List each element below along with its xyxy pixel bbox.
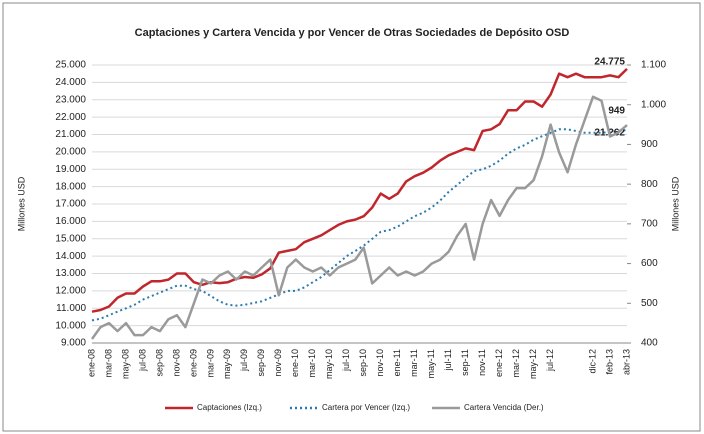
series-line: [91, 128, 628, 322]
legend-label: Captaciones (Izq.): [197, 403, 262, 412]
x-tick-label: may-09: [222, 349, 232, 379]
y2-tick-label: 700: [641, 218, 658, 229]
y-tick-label: 16.000: [55, 216, 86, 227]
x-tick-label: jul-10: [341, 349, 351, 372]
y2-tick-label: 600: [641, 258, 658, 269]
y2-tick-label: 400: [641, 338, 658, 349]
y-tick-label: 14.000: [55, 251, 86, 262]
x-tick-label: ene-08: [86, 349, 96, 377]
x-tick-label: nov-10: [375, 349, 385, 377]
x-tick-label: nov-09: [273, 349, 283, 377]
y-tick-label: 23.000: [55, 94, 86, 105]
x-tick-label: mar-08: [103, 349, 113, 378]
y2-tick-label: 1.000: [641, 99, 666, 110]
legend-label: Cartera Vencida (Der.): [464, 403, 544, 412]
x-tick-label: may-10: [324, 349, 334, 379]
x-tick-label: ene-09: [188, 349, 198, 377]
x-tick-label: may-12: [528, 349, 538, 379]
x-tick-label: nov-08: [171, 349, 181, 377]
y2-tick-label: 800: [641, 179, 658, 190]
y-tick-label: 18.000: [55, 181, 86, 192]
y2-tick-label: 1.100: [641, 60, 666, 71]
data-label: 949: [608, 106, 625, 117]
legend-label: Cartera por Vencer (Izq.): [322, 403, 410, 412]
y-tick-label: 24.000: [55, 77, 86, 88]
x-tick-label: dic-12: [587, 349, 597, 374]
y-tick-label: 19.000: [55, 164, 86, 175]
x-tick-label: mar-11: [409, 349, 419, 377]
y-tick-label: 20.000: [55, 147, 86, 158]
x-tick-label: ene-10: [290, 349, 300, 377]
y-tick-label: 11.000: [56, 303, 86, 314]
y-tick-label: 9.000: [61, 338, 86, 349]
x-tick-label: jul-08: [137, 349, 147, 372]
x-tick-label: may-11: [426, 349, 436, 378]
x-tick-label: sep-09: [256, 349, 266, 377]
y-tick-label: 15.000: [55, 233, 86, 244]
x-tick-label: sep-11: [460, 349, 470, 376]
x-tick-label: ene-11: [392, 349, 402, 376]
y-tick-label: 22.000: [55, 112, 86, 123]
y-tick-label: 12.000: [55, 286, 86, 297]
x-tick-label: mar-10: [307, 349, 317, 378]
y-tick-label: 17.000: [55, 199, 86, 210]
y-tick-label: 25.000: [55, 60, 86, 71]
y-tick-label: 10.000: [55, 320, 86, 331]
x-tick-label: jul-12: [545, 349, 555, 372]
x-tick-label: nov-11: [477, 349, 487, 376]
x-tick-label: abr-13: [621, 349, 631, 375]
y-tick-label: 21.000: [55, 129, 86, 140]
y2-tick-label: 900: [641, 139, 658, 150]
series-line: [90, 95, 628, 340]
series-line: [91, 68, 628, 313]
x-tick-label: ene-12: [494, 349, 504, 377]
x-tick-label: mar-12: [511, 349, 521, 378]
x-tick-label: jul-09: [239, 349, 249, 372]
x-tick-label: jul-11: [443, 349, 453, 371]
x-tick-label: may-08: [120, 349, 130, 379]
x-tick-label: sep-08: [154, 349, 164, 377]
x-tick-label: mar-09: [205, 349, 215, 378]
y2-axis-label: Millones USD: [670, 176, 680, 231]
y-tick-label: 13.000: [55, 268, 86, 279]
x-tick-label: sep-10: [358, 349, 368, 377]
x-tick-label: feb-13: [604, 349, 614, 375]
y-axis-label: Millones USD: [16, 176, 26, 231]
data-label: 24.775: [594, 57, 625, 68]
chart-title: Captaciones y Cartera Vencida y por Venc…: [135, 27, 570, 39]
y2-tick-label: 500: [641, 298, 658, 309]
